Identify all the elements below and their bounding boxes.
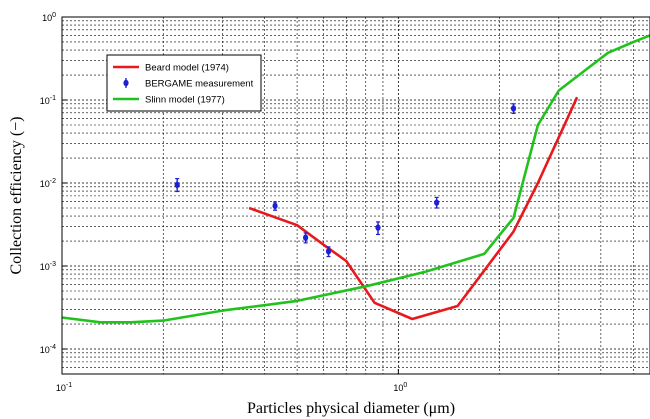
legend-label: Slinn model (1977) xyxy=(145,95,225,106)
y-tick-label: 100 xyxy=(42,12,56,23)
legend: Beard model (1974) BERGAME measurement Sli… xyxy=(106,54,262,112)
data-marker xyxy=(510,105,517,112)
measurement-point xyxy=(303,232,309,244)
data-marker xyxy=(434,199,440,206)
x-axis-title: Particles physical diameter (μm) xyxy=(247,400,455,417)
y-tick-label: 10-2 xyxy=(40,178,56,189)
legend-box xyxy=(106,54,262,112)
measurement-point xyxy=(510,103,517,114)
data-marker xyxy=(303,234,309,241)
measurement-point xyxy=(434,196,440,209)
legend-entry-bergame-measurement: BERGAME measurement xyxy=(123,78,254,90)
data-marker xyxy=(375,224,381,231)
axis-ticks: 10-1 100 100 10-1 10-2 10-3 10-4 xyxy=(40,12,408,393)
measurement-point xyxy=(174,178,180,193)
x-tick-label: 10-1 xyxy=(56,382,72,393)
measurement-point xyxy=(325,246,332,258)
measurement-point xyxy=(375,221,381,236)
y-tick-label: 10-3 xyxy=(40,261,56,272)
beard-model-1974-line xyxy=(248,96,579,321)
data-marker xyxy=(272,202,278,210)
legend-entry-slinn-model-1977: Slinn model (1977) xyxy=(113,95,225,106)
data-marker xyxy=(325,248,332,255)
legend-label: BERGAME measurement xyxy=(145,79,254,90)
legend-entry-beard-model-1974: Beard model (1974) xyxy=(113,63,229,74)
x-tick-label: 100 xyxy=(393,382,407,393)
y-tick-label: 10-4 xyxy=(40,344,56,355)
y-tick-label: 10-1 xyxy=(40,95,56,106)
measurement-point xyxy=(272,201,278,211)
data-marker xyxy=(174,181,180,189)
slinn-model-1977-line xyxy=(61,34,650,324)
legend-swatch-marker xyxy=(123,79,129,87)
plot-frame xyxy=(61,16,650,375)
y-axis-title: Collection efficiency (−) xyxy=(8,117,25,275)
series-layer xyxy=(61,34,650,324)
legend-label: Beard model (1974) xyxy=(145,63,229,74)
